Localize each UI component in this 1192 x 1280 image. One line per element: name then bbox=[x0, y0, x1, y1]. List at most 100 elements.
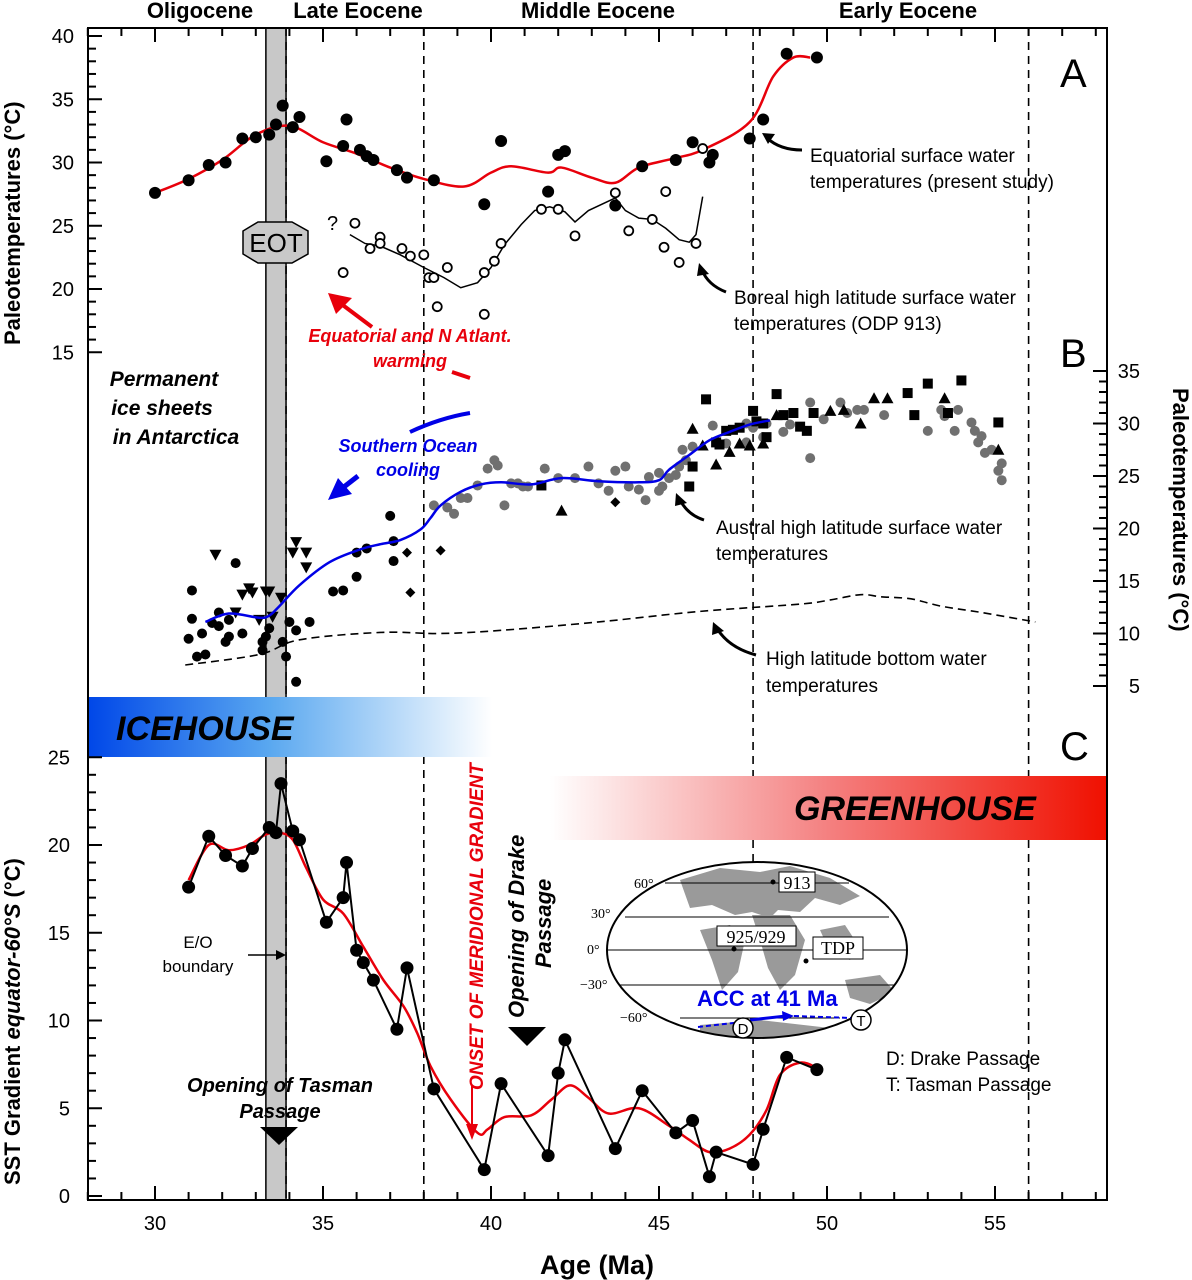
legend-tasman: T: Tasman Passage bbox=[886, 1075, 1051, 1096]
label-boreal-line2: temperatures (ODP 913) bbox=[734, 314, 942, 335]
arrowhead-equatorial-icon bbox=[762, 133, 775, 144]
austral-point-circle bbox=[707, 420, 718, 431]
austral-point-circle bbox=[643, 472, 654, 483]
ice-sheets-line1: Permanent bbox=[110, 368, 220, 391]
equatorial-point bbox=[236, 132, 249, 145]
gradient-point bbox=[780, 1050, 794, 1064]
y-tick-label-a: 25 bbox=[52, 216, 74, 238]
arrowhead-bottom-icon bbox=[712, 622, 724, 635]
gradient-point bbox=[669, 1126, 683, 1140]
label-bottom-line1: High latitude bottom water bbox=[766, 649, 987, 670]
warming-label-line1: Equatorial and N Atlant. bbox=[308, 326, 511, 346]
austral-point-circle bbox=[953, 404, 964, 415]
boreal-point bbox=[431, 301, 443, 313]
gradient-point bbox=[810, 1063, 824, 1077]
equatorial-point bbox=[149, 186, 161, 199]
boreal-point bbox=[690, 238, 702, 249]
tasman-label-line1: Opening of Tasman bbox=[187, 1075, 373, 1097]
continent-australia bbox=[845, 975, 895, 1004]
austral-point-triangle bbox=[723, 445, 736, 457]
equatorial-point bbox=[542, 185, 555, 198]
y-tick-label-b: 30 bbox=[1118, 414, 1140, 436]
site-tdp-label: TDP bbox=[821, 938, 855, 958]
y-axis-title-c-italic: equator-60°S bbox=[0, 903, 25, 1039]
equatorial-point bbox=[293, 110, 306, 123]
austral-point-circle bbox=[640, 495, 651, 506]
boreal-point bbox=[441, 262, 453, 273]
austral-point-circle bbox=[922, 425, 933, 436]
austral-point-circle bbox=[482, 463, 493, 474]
epoch-label-early-eocene: Early Eocene bbox=[839, 0, 977, 23]
austral-point-circle bbox=[281, 651, 292, 662]
austral-point-circle bbox=[388, 556, 399, 567]
austral-point-triangle-down bbox=[209, 549, 222, 561]
austral-point-circle bbox=[835, 397, 846, 408]
epoch-label-middle-eocene: Middle Eocene bbox=[521, 0, 675, 23]
panel-letter-c: C bbox=[1060, 725, 1089, 769]
boreal-point bbox=[536, 203, 547, 215]
austral-point-circle bbox=[183, 633, 194, 644]
austral-point-triangle bbox=[743, 439, 756, 451]
austral-point-circle bbox=[657, 481, 668, 492]
cooling-arrowhead-icon bbox=[328, 478, 352, 500]
austral-point-circle bbox=[610, 465, 621, 476]
x-tick-label: 55 bbox=[984, 1213, 1006, 1235]
lat-label-60n: 60° bbox=[634, 877, 654, 892]
austral-point-circle bbox=[291, 676, 302, 687]
austral-point-triangle bbox=[854, 417, 867, 429]
equatorial-point bbox=[558, 145, 571, 158]
y-tick-label-c: 0 bbox=[59, 1186, 70, 1208]
boreal-point bbox=[697, 143, 709, 154]
boreal-point bbox=[478, 267, 490, 278]
eo-boundary-line2: boundary bbox=[163, 957, 234, 976]
equatorial-point bbox=[495, 134, 508, 147]
gradient-point bbox=[319, 915, 333, 929]
eo-boundary-arrowhead-icon bbox=[276, 950, 286, 960]
boreal-point bbox=[646, 214, 658, 225]
acc-label: ACC at 41 Ma bbox=[697, 986, 838, 1011]
site-913-dot bbox=[770, 879, 776, 885]
austral-point-circle bbox=[200, 649, 211, 660]
gradient-point bbox=[182, 880, 196, 894]
austral-point-circle bbox=[237, 628, 248, 639]
boreal-point bbox=[488, 255, 500, 267]
austral-point-circle bbox=[385, 510, 396, 521]
gradient-point bbox=[390, 1022, 404, 1036]
gradient-point bbox=[608, 1142, 622, 1156]
austral-point-circle bbox=[858, 404, 869, 415]
austral-point-circle bbox=[264, 623, 275, 634]
label-bottom-line2: temperatures bbox=[766, 676, 878, 697]
austral-point-diamond bbox=[402, 547, 412, 558]
austral-point-circle bbox=[677, 444, 688, 455]
boreal-point bbox=[623, 225, 635, 237]
y-tick-label-b: 5 bbox=[1129, 676, 1140, 698]
cooling-label-line1: Southern Ocean bbox=[338, 436, 477, 456]
warming-arrowhead-icon bbox=[328, 293, 352, 314]
x-tick-label: 40 bbox=[480, 1213, 502, 1235]
austral-point-circle bbox=[230, 558, 241, 569]
boreal-point bbox=[428, 272, 440, 284]
gradient-point bbox=[366, 973, 380, 987]
boreal-point bbox=[364, 243, 376, 254]
arrow-bottom bbox=[716, 629, 757, 657]
austral-point-square bbox=[956, 375, 967, 386]
boreal-point bbox=[404, 250, 416, 262]
boreal-point bbox=[396, 243, 408, 254]
y-tick-label-a: 35 bbox=[52, 89, 74, 111]
austral-point-triangle bbox=[770, 409, 783, 421]
equatorial-point bbox=[669, 153, 682, 166]
austral-point-square bbox=[909, 410, 920, 421]
plot-layer: 30 35 40 45 50 55 15 20 25 30 35 40 0 5 10 15 20 25 5 10 15 2… bbox=[48, 26, 1140, 1235]
equatorial-point bbox=[636, 160, 649, 173]
gradient-point bbox=[702, 1170, 716, 1184]
austral-point-circle bbox=[186, 585, 197, 596]
map-outline bbox=[606, 861, 908, 1039]
austral-point-circle bbox=[213, 621, 224, 632]
boreal-point bbox=[418, 249, 430, 261]
austral-point-circle bbox=[351, 571, 362, 582]
austral-point-circle bbox=[620, 461, 631, 472]
site-925-box bbox=[716, 925, 797, 947]
eot-label: EOT bbox=[249, 228, 303, 258]
boreal-point bbox=[374, 238, 386, 249]
boreal-smooth-line bbox=[349, 196, 704, 289]
